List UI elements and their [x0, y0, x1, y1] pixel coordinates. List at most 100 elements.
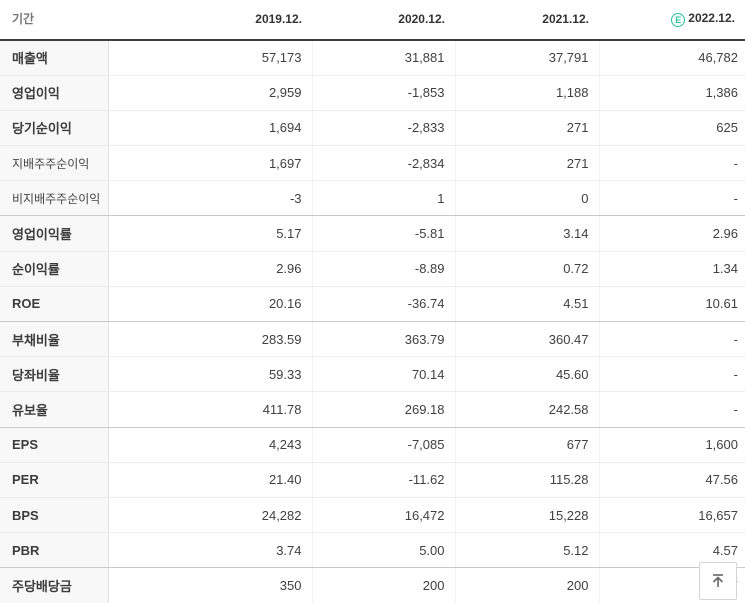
cell-value: 1,386 — [599, 75, 745, 111]
row-label: PBR — [0, 532, 109, 569]
cell-value: 57,173 — [108, 40, 313, 76]
cell-value: 16,657 — [599, 497, 745, 534]
row-label: 영업이익률 — [0, 215, 109, 252]
cell-value: 5.17 — [108, 215, 313, 252]
cell-value: 4.51 — [455, 286, 600, 323]
table-row-net-margin: 순이익률 2.96 -8.89 0.72 1.34 — [0, 251, 745, 287]
cell-value: 242.58 — [455, 391, 600, 428]
cell-value: 411.78 — [108, 391, 313, 428]
cell-value: -2,833 — [312, 110, 456, 147]
cell-value: 200 — [455, 567, 600, 603]
cell-value: 59.33 — [108, 356, 313, 393]
row-label: 부채비율 — [0, 321, 109, 358]
cell-value: 269.18 — [312, 391, 456, 428]
cell-value: 5.00 — [312, 532, 456, 569]
column-header-label: 2022.12. — [688, 10, 735, 25]
row-label: 당좌비율 — [0, 356, 109, 393]
cell-value: 1,600 — [599, 427, 745, 463]
table-row-quick-ratio: 당좌비율 59.33 70.14 45.60 - — [0, 356, 745, 393]
cell-value: -36.74 — [312, 286, 456, 323]
row-label: BPS — [0, 497, 109, 534]
cell-value: -1,853 — [312, 75, 456, 111]
period-header: 기간 — [0, 0, 108, 41]
table-row-retention-ratio: 유보율 411.78 269.18 242.58 - — [0, 391, 745, 428]
cell-value: 0 — [455, 180, 600, 217]
cell-value: - — [599, 391, 745, 428]
cell-value: 2.96 — [108, 251, 313, 287]
estimate-icon: E — [671, 12, 686, 27]
cell-value: - — [599, 321, 745, 358]
row-label: 비지배주주순이익 — [0, 180, 109, 217]
cell-value: -2,834 — [312, 145, 456, 182]
cell-value: 271 — [455, 145, 600, 182]
cell-value: 0.72 — [455, 251, 600, 287]
cell-value: 70.14 — [312, 356, 456, 393]
cell-value: 677 — [455, 427, 600, 463]
cell-value: -5.81 — [312, 215, 456, 252]
cell-value: - — [599, 180, 745, 217]
row-label: 매출액 — [0, 40, 109, 76]
row-label: 당기순이익 — [0, 110, 109, 147]
row-label: 유보율 — [0, 391, 109, 428]
cell-value: 350 — [108, 567, 313, 603]
table-header-row: 기간 2019.12. 2020.12. 2021.12. E 2022.12. — [0, 0, 745, 41]
table-row-operating-profit: 영업이익 2,959 -1,853 1,188 1,386 — [0, 75, 745, 111]
cell-value: 1,697 — [108, 145, 313, 182]
cell-value: 200 — [312, 567, 456, 603]
cell-value: 24,282 — [108, 497, 313, 534]
row-label: ROE — [0, 286, 109, 323]
cell-value: 45.60 — [455, 356, 600, 393]
cell-value: - — [599, 145, 745, 182]
table-row-debt-ratio: 부채비율 283.59 363.79 360.47 - — [0, 321, 745, 358]
cell-value: 363.79 — [312, 321, 456, 358]
table-row-per: PER 21.40 -11.62 115.28 47.56 — [0, 462, 745, 498]
row-label: 지배주주순이익 — [0, 145, 109, 182]
cell-value: 10.61 — [599, 286, 745, 323]
column-header-2022-estimate: E 2022.12. — [599, 0, 745, 41]
table-row-pbr: PBR 3.74 5.00 5.12 4.57 — [0, 532, 745, 569]
arrow-up-to-top-icon — [712, 574, 724, 587]
table-row-roe: ROE 20.16 -36.74 4.51 10.61 — [0, 286, 745, 323]
table-row-eps: EPS 4,243 -7,085 677 1,600 — [0, 427, 745, 463]
cell-value: 360.47 — [455, 321, 600, 358]
cell-value: 271 — [455, 110, 600, 147]
column-header-2019: 2019.12. — [108, 0, 312, 41]
row-label: 순이익률 — [0, 251, 109, 287]
cell-value: 47.56 — [599, 462, 745, 498]
cell-value: 3.74 — [108, 532, 313, 569]
table-row-bps: BPS 24,282 16,472 15,228 16,657 — [0, 497, 745, 534]
cell-value: 2.96 — [599, 215, 745, 252]
cell-value: 1.34 — [599, 251, 745, 287]
scroll-to-top-button[interactable] — [699, 562, 737, 600]
cell-value: 4,243 — [108, 427, 313, 463]
table-row-controlling-net-income: 지배주주순이익 1,697 -2,834 271 - — [0, 145, 745, 182]
cell-value: -11.62 — [312, 462, 456, 498]
column-header-2020: 2020.12. — [312, 0, 455, 41]
cell-value: 21.40 — [108, 462, 313, 498]
table-row-net-income: 당기순이익 1,694 -2,833 271 625 — [0, 110, 745, 147]
cell-value: 283.59 — [108, 321, 313, 358]
table-row-revenue: 매출액 57,173 31,881 37,791 46,782 — [0, 40, 745, 76]
table-row-operating-margin: 영업이익률 5.17 -5.81 3.14 2.96 — [0, 215, 745, 252]
cell-value: 5.12 — [455, 532, 600, 569]
column-header-2021: 2021.12. — [455, 0, 599, 41]
cell-value: 625 — [599, 110, 745, 147]
cell-value: 20.16 — [108, 286, 313, 323]
row-label: 주당배당금 — [0, 567, 109, 603]
row-label: PER — [0, 462, 109, 498]
cell-value: 115.28 — [455, 462, 600, 498]
cell-value: 16,472 — [312, 497, 456, 534]
cell-value: 3.14 — [455, 215, 600, 252]
cell-value: 2,959 — [108, 75, 313, 111]
table-row-dividend-per-share: 주당배당금 350 200 200 7 — [0, 567, 745, 603]
table-row-noncontrolling-net-income: 비지배주주순이익 -3 1 0 - — [0, 180, 745, 217]
cell-value: -8.89 — [312, 251, 456, 287]
cell-value: 31,881 — [312, 40, 456, 76]
cell-value: -3 — [108, 180, 313, 217]
row-label: 영업이익 — [0, 75, 109, 111]
cell-value: 46,782 — [599, 40, 745, 76]
cell-value: - — [599, 356, 745, 393]
cell-value: 1,694 — [108, 110, 313, 147]
cell-value: 15,228 — [455, 497, 600, 534]
